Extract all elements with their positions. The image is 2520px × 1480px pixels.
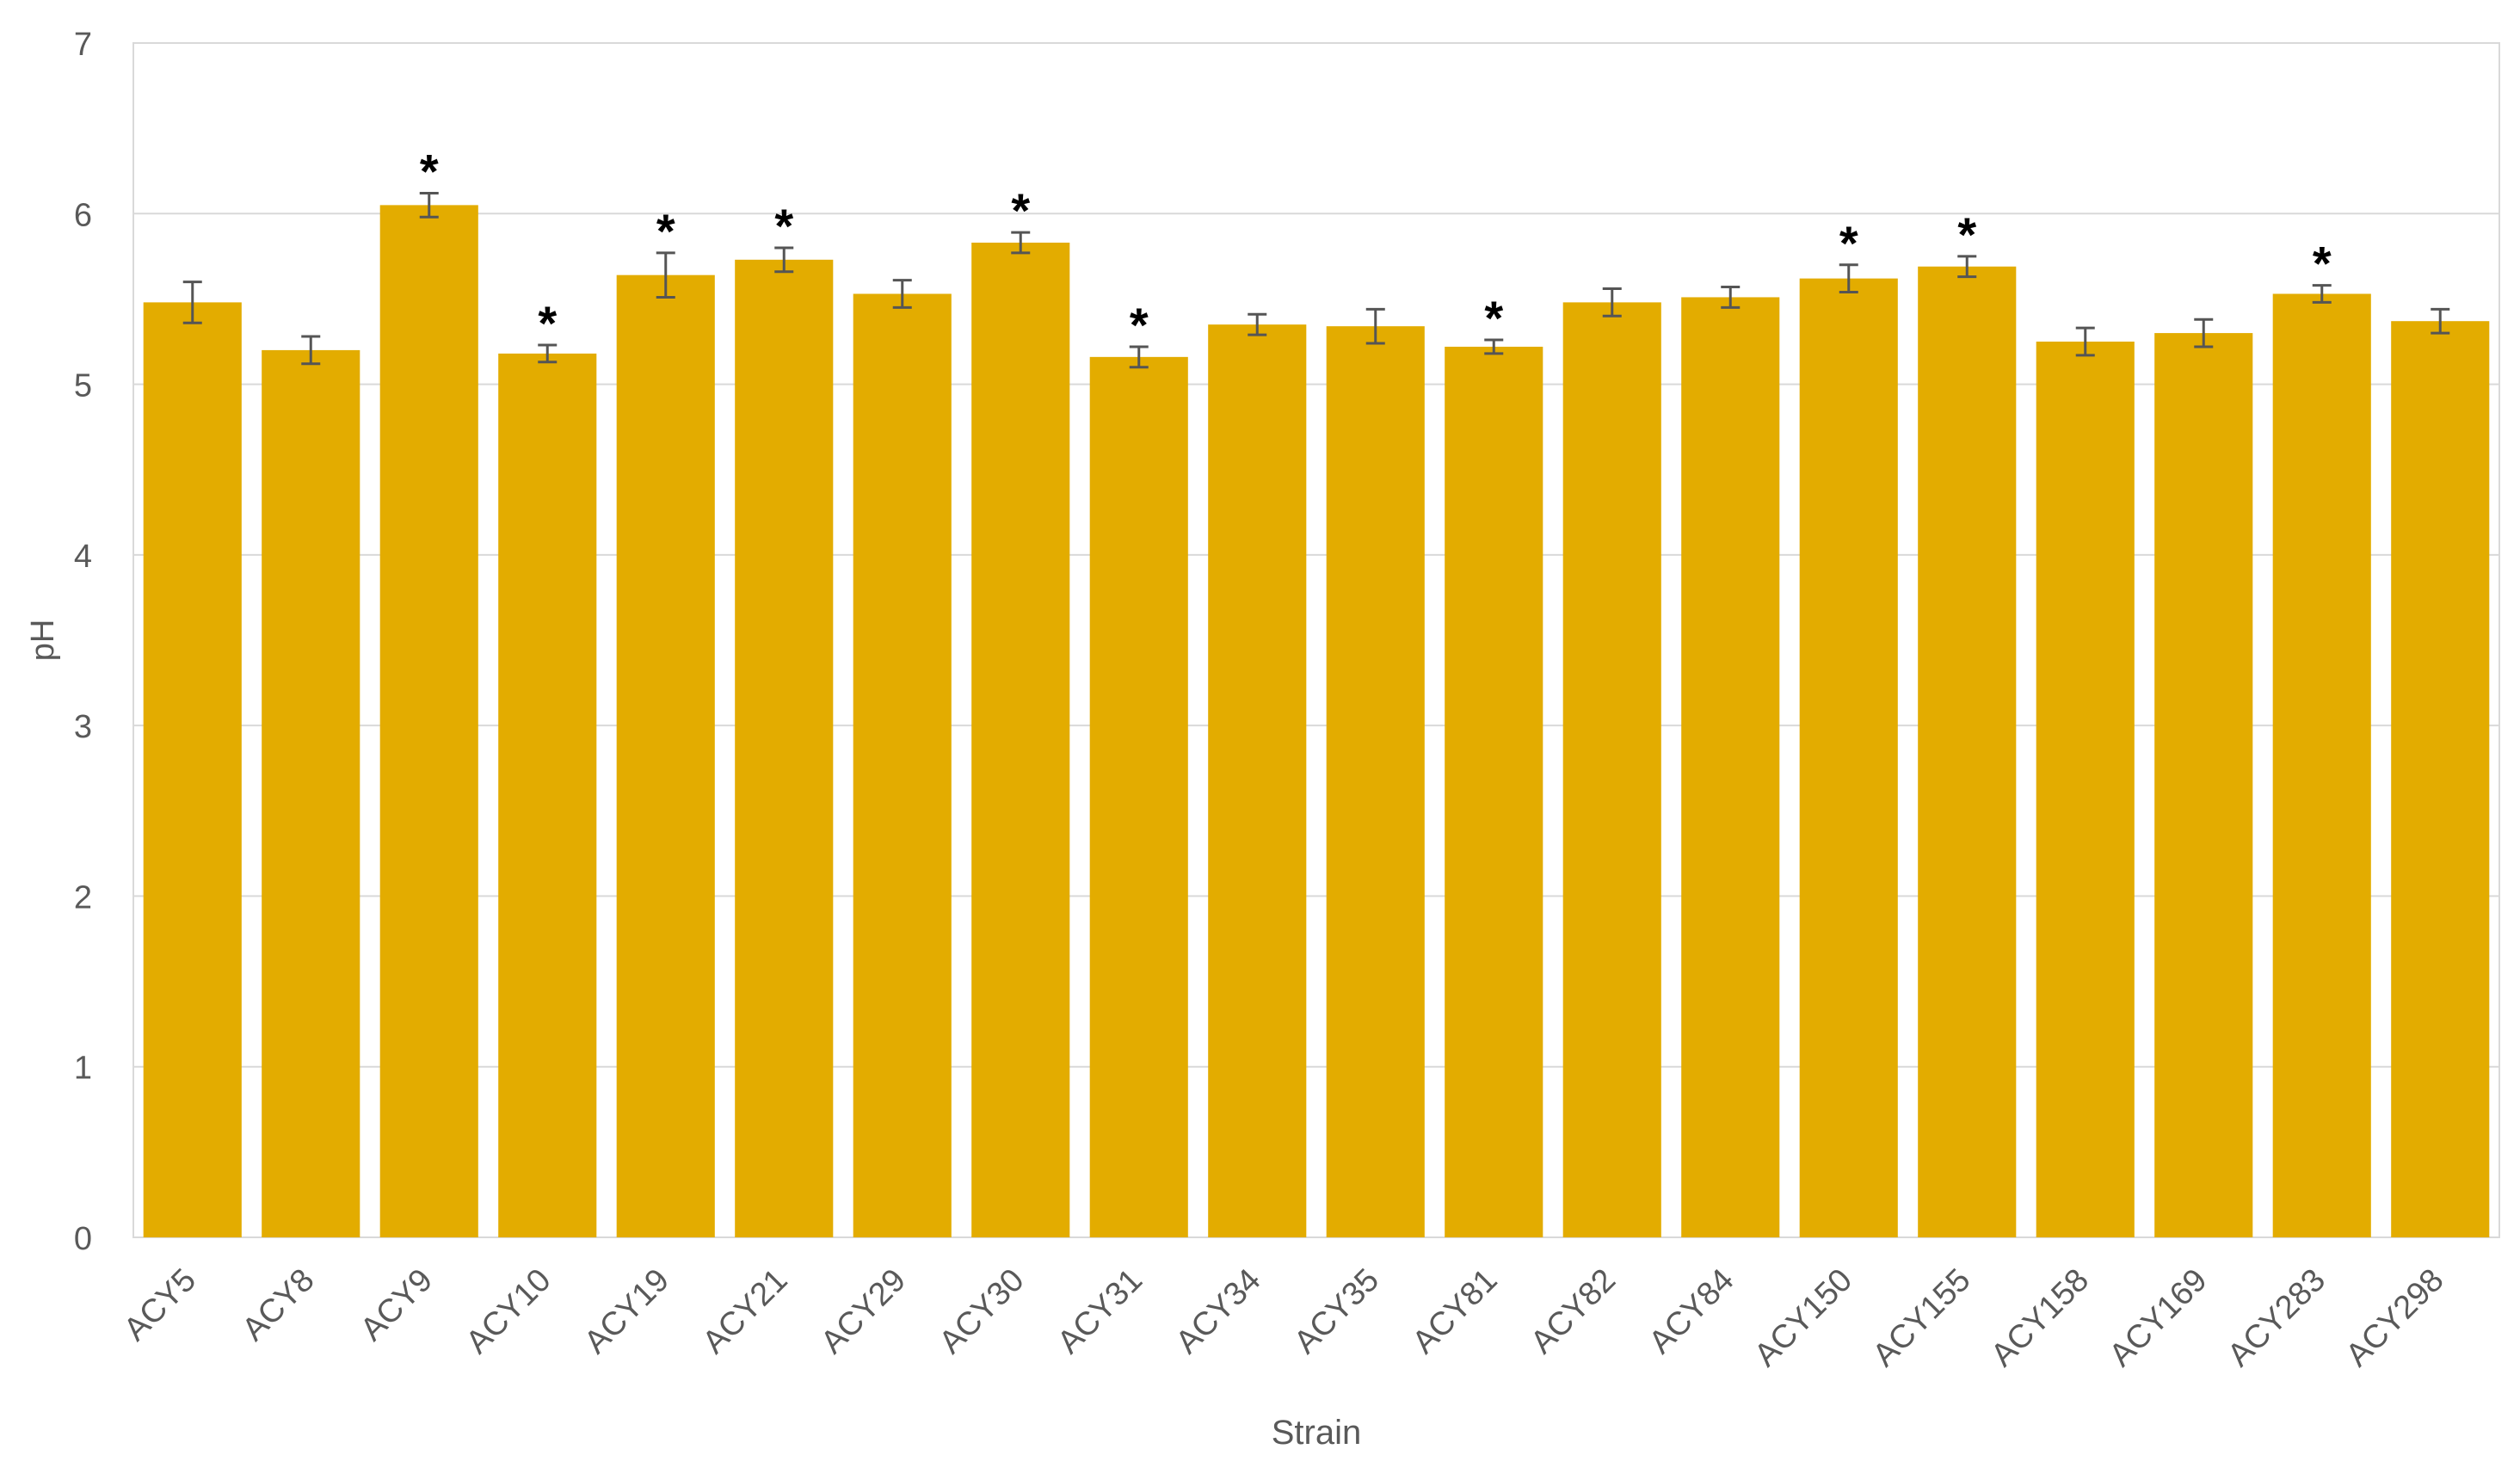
bar-acy19 [616, 274, 715, 1237]
error-bar-acy31 [1129, 345, 1149, 369]
bar-acy158 [2036, 342, 2135, 1237]
significance-star: * [774, 199, 793, 253]
error-bar-acy21 [774, 246, 794, 274]
error-bar-acy9 [419, 191, 439, 219]
x-tick-label: ACY5 [117, 1262, 203, 1348]
bar-acy298 [2391, 321, 2490, 1238]
bar-acy35 [1326, 326, 1425, 1237]
x-tick-label: ACY155 [1866, 1262, 1978, 1374]
x-tick-label: ACY34 [1169, 1262, 1268, 1361]
x-tick-label: ACY35 [1287, 1262, 1386, 1361]
x-tick-label: ACY10 [459, 1262, 558, 1361]
x-tick-label: ACY283 [2221, 1262, 2332, 1374]
error-bars [182, 191, 2450, 369]
bars [143, 205, 2490, 1238]
y-tick-label: 2 [74, 879, 92, 916]
significance-star: * [656, 204, 675, 258]
x-tick-label: ACY8 [236, 1262, 322, 1348]
y-tick-label: 3 [74, 709, 92, 745]
error-bar-acy158 [2075, 326, 2095, 357]
error-bar-acy34 [1248, 312, 1267, 336]
x-tick-label: ACY29 [814, 1262, 913, 1361]
x-tick-label: ACY298 [2339, 1262, 2451, 1374]
error-bar-acy283 [2312, 284, 2332, 304]
bar-acy10 [498, 353, 597, 1237]
error-bar-acy298 [2431, 307, 2450, 335]
error-bar-acy10 [538, 343, 558, 364]
plot-frame [132, 42, 2500, 1238]
bar-acy8 [262, 349, 360, 1237]
error-bar-acy8 [301, 335, 321, 366]
bar-acy31 [1089, 356, 1188, 1237]
y-tick-label: 7 [74, 27, 92, 63]
bar-acy21 [735, 259, 834, 1237]
x-tick-label: ACY82 [1524, 1262, 1623, 1361]
error-bar-acy30 [1011, 231, 1031, 255]
bar-acy283 [2272, 293, 2371, 1238]
significance-star: * [1130, 298, 1149, 352]
x-tick-label: ACY84 [1642, 1262, 1741, 1361]
bar-acy9 [379, 205, 478, 1237]
bar-acy155 [1918, 266, 2017, 1237]
y-tick-label: 5 [74, 368, 92, 404]
x-tick-label: ACY30 [933, 1262, 1032, 1361]
error-bar-acy29 [892, 279, 912, 309]
y-tick-label: 0 [74, 1221, 92, 1257]
bar-acy81 [1445, 346, 1543, 1237]
significance-star: * [2313, 237, 2332, 291]
significance-star: * [1839, 216, 1858, 270]
bar-acy84 [1681, 297, 1780, 1238]
bar-acy30 [971, 242, 1070, 1238]
x-tick-label: ACY19 [577, 1262, 676, 1361]
bar-acy169 [2154, 333, 2253, 1238]
error-bar-acy35 [1365, 307, 1385, 345]
y-axis-ticks: 0 1 2 3 4 5 6 7 [74, 27, 92, 1257]
significance-star: * [1484, 291, 1503, 345]
x-tick-label: ACY9 [354, 1262, 440, 1348]
error-bar-acy155 [1957, 255, 1977, 279]
significance-star: * [1957, 207, 1976, 262]
bar-acy29 [853, 293, 952, 1238]
y-tick-label: 6 [74, 197, 92, 233]
x-tick-label: ACY21 [696, 1262, 795, 1361]
x-axis-label: Strain [1272, 1414, 1362, 1452]
bar-acy150 [1799, 278, 1898, 1237]
bar-acy5 [143, 302, 242, 1237]
error-bar-acy19 [656, 251, 675, 299]
significance-star: * [1011, 183, 1030, 237]
x-tick-label: ACY150 [1747, 1262, 1859, 1374]
error-bar-acy150 [1839, 263, 1858, 293]
significance-star: * [538, 296, 557, 350]
x-tick-label: ACY169 [2103, 1262, 2215, 1374]
gridlines [133, 213, 2499, 1068]
x-axis-ticks: ACY5 ACY8 ACY9 ACY10 ACY19 ACY21 ACY29 ACY30 ACY… [117, 1262, 2450, 1374]
error-bar-acy82 [1602, 287, 1622, 318]
significance-star: * [420, 144, 439, 198]
error-bar-acy169 [2194, 318, 2214, 348]
y-tick-label: 1 [74, 1051, 92, 1087]
error-bar-acy81 [1484, 338, 1504, 355]
bar-acy34 [1208, 324, 1307, 1238]
y-axis-label: pH [25, 620, 61, 662]
bar-acy82 [1562, 302, 1661, 1237]
x-tick-label: ACY81 [1406, 1262, 1505, 1361]
significance-markers: * * * * * * * * * * [420, 144, 2332, 351]
x-tick-label: ACY31 [1051, 1262, 1149, 1361]
error-bar-acy5 [182, 281, 202, 324]
error-bar-acy84 [1721, 286, 1741, 309]
y-tick-label: 4 [74, 539, 92, 575]
x-tick-label: ACY158 [1984, 1262, 2096, 1374]
